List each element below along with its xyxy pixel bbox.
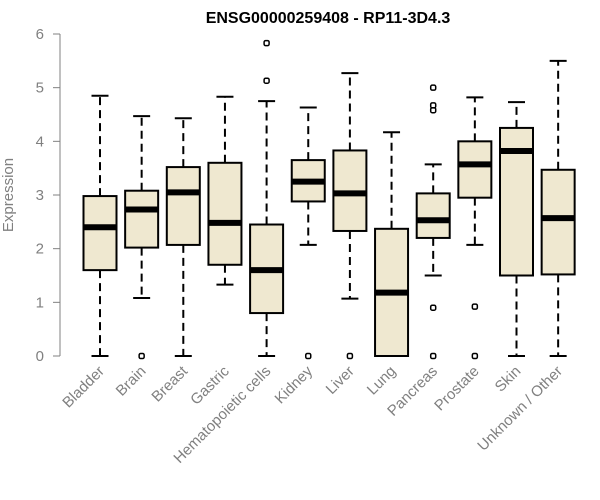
- outlier-point: [471, 352, 479, 360]
- x-tick-label: Brain: [113, 363, 150, 400]
- iqr-box: [207, 161, 243, 266]
- outlier-point: [429, 102, 437, 109]
- outlier-point: [138, 352, 145, 360]
- box-kidney: [290, 106, 326, 360]
- y-tick-label: 1: [36, 294, 44, 311]
- outlier-point: [429, 304, 437, 311]
- x-tick-label: Breast: [148, 362, 191, 405]
- iqr-box: [124, 189, 160, 249]
- box-gastric: [207, 95, 243, 286]
- iqr-box: [82, 195, 118, 272]
- x-tick-label: Skin: [492, 363, 525, 396]
- x-tick-label: Liver: [323, 363, 358, 398]
- box-lung: [374, 131, 410, 357]
- box-prostate: [457, 96, 493, 360]
- outlier-point: [305, 352, 312, 360]
- x-tick-label: Lung: [364, 363, 400, 399]
- box-brain: [124, 115, 160, 360]
- box-series: [82, 39, 576, 360]
- outlier-point: [429, 84, 437, 91]
- y-axis: 0 1 2 3 4 5 6: [36, 26, 61, 365]
- box-skin: [499, 101, 534, 357]
- box-hematopoietic-cells: [249, 39, 285, 357]
- box-pancreas: [415, 84, 451, 360]
- y-tick-label: 4: [36, 133, 44, 150]
- box-breast: [165, 117, 201, 357]
- y-tick-label: 3: [36, 187, 44, 204]
- y-tick-label: 2: [36, 241, 44, 258]
- y-tick-label: 0: [36, 348, 44, 365]
- y-tick-label: 6: [36, 26, 44, 43]
- iqr-box: [540, 168, 576, 276]
- outlier-point: [263, 77, 270, 84]
- box-bladder: [82, 94, 118, 357]
- iqr-box: [457, 140, 493, 199]
- chart-title: ENSG00000259408 - RP11-3D4.3: [206, 10, 451, 27]
- iqr-box: [165, 166, 201, 246]
- outlier-point: [429, 352, 437, 360]
- x-tick-label: Kidney: [272, 362, 317, 407]
- y-axis-label: Expression: [0, 158, 17, 232]
- box-liver: [332, 72, 368, 360]
- box-unknown-other: [540, 59, 576, 357]
- outlier-point: [346, 352, 354, 360]
- outlier-point: [263, 39, 270, 47]
- x-tick-label: Prostate: [431, 363, 483, 415]
- x-tick-label: Bladder: [59, 363, 108, 412]
- y-tick-label: 5: [36, 80, 44, 97]
- outlier-point: [471, 303, 479, 310]
- iqr-box: [415, 192, 451, 239]
